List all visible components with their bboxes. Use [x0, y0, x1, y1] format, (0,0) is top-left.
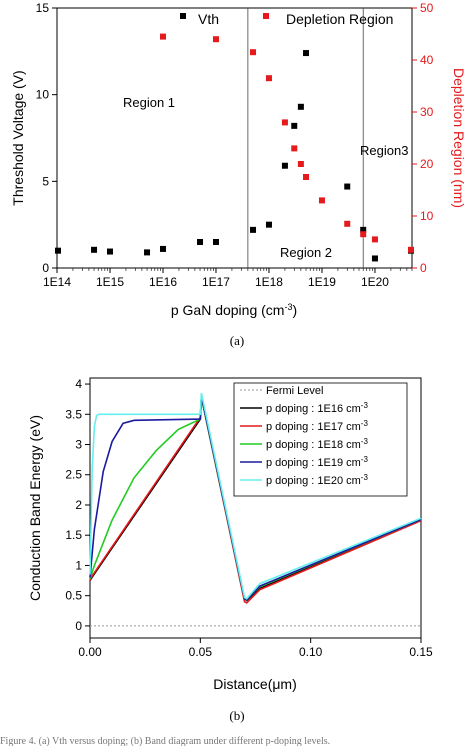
legend-a: Vth Depletion Region [180, 11, 393, 27]
vth-point [265, 221, 272, 228]
depletion-point [344, 220, 351, 227]
vth-point [159, 245, 166, 252]
depletion-point [360, 231, 367, 238]
vth-point [297, 103, 304, 110]
legend-swatch-vth [180, 13, 186, 19]
x-tick-label-a: 1E18 [255, 275, 283, 289]
legend-label-fermi: Fermi Level [266, 385, 323, 397]
x-axis-label-a: p GaN doping (cm-3) [171, 302, 297, 318]
caption-a: (a) [230, 333, 244, 348]
series-line-d1e19 [89, 395, 422, 601]
x-tick-label-b: 0.00 [78, 645, 102, 659]
y-tick-label-b: 0 [75, 619, 82, 633]
depletion-point [212, 36, 219, 43]
vth-point [197, 239, 204, 245]
x-tick-label-a: 1E20 [361, 275, 389, 289]
y-tick-label-a: 10 [36, 88, 50, 102]
vth-point [250, 226, 257, 233]
y-tick-label-b: 1.5 [65, 528, 82, 542]
y-tick-label-a: 15 [36, 1, 50, 15]
y-tick-label-b: 0.5 [65, 589, 82, 603]
x-tick-label-b: 0.10 [299, 645, 323, 659]
y-axis-label-a: Threshold Voltage (V) [10, 70, 26, 205]
y2-tick-label-a: 10 [420, 209, 434, 223]
y2-tick-label-a: 0 [420, 261, 427, 275]
threshold-voltage-chart: 1E14 1E15 1E16 1E17 1E18 1E19 1E20 0 5 10 15 0 10 20 3… [10, 1, 467, 348]
depletion-point [408, 246, 414, 253]
y-tick-label-a: 5 [42, 174, 49, 188]
plot-frame-a [56, 7, 413, 269]
y2-tick-label-a: 40 [420, 53, 434, 67]
figure-caption-footer: Figure 4. (a) Vth versus doping; (b) Ban… [0, 736, 330, 746]
vth-point [303, 50, 310, 57]
x-tick-label-a: 1E14 [43, 275, 71, 289]
depletion-point [291, 145, 298, 152]
y-tick-label-b: 3.5 [65, 407, 82, 421]
legend-label-depletion: Depletion Region [286, 11, 393, 27]
legend-label-d1e18: p doping : 1E18 cm-3 [266, 437, 368, 451]
x-tick-label-a: 1E15 [96, 275, 124, 289]
legend-label-d1e17: p doping : 1E17 cm-3 [266, 419, 368, 433]
region-2-label: Region 2 [280, 245, 332, 260]
depletion-point [318, 197, 325, 204]
x-tick-label-a: 1E19 [308, 275, 336, 289]
vth-point [212, 239, 219, 245]
vth-point [55, 247, 61, 254]
y2-tick-label-a: 30 [420, 105, 434, 119]
y2-tick-label-a: 20 [420, 157, 434, 171]
legend-swatch-depletion [263, 13, 269, 19]
depletion-point [371, 236, 378, 243]
legend-label-d1e19: p doping : 1E19 cm-3 [266, 455, 368, 469]
vth-point [144, 249, 151, 256]
legend-label-d1e20: p doping : 1E20 cm-3 [266, 473, 368, 487]
y-tick-label-b: 2 [75, 498, 82, 512]
x-tick-label-a: 1E17 [202, 275, 230, 289]
conduction-band-chart: 0.00 0.05 0.10 0.15 0 0.5 1 1.5 2 2.5 3 3.5 4 Fermi … [27, 377, 433, 723]
x-tick-label-a: 1E16 [149, 275, 177, 289]
depletion-point [250, 49, 257, 56]
depletion-point [303, 174, 310, 180]
series-line-d1e20 [89, 392, 422, 600]
plot-frame-b [89, 377, 422, 639]
legend-b: Fermi Level p doping : 1E16 cm-3 p doping … [233, 382, 408, 497]
legend-label-vth: Vth [198, 11, 219, 27]
vth-point [360, 226, 367, 233]
y-tick-label-b: 3 [75, 438, 82, 452]
legend-box-b [233, 382, 408, 497]
vth-point [91, 246, 98, 253]
caption-b: (b) [229, 708, 244, 723]
y-tick-label-a: 0 [42, 261, 49, 275]
depletion-point [281, 119, 288, 126]
vth-point [106, 248, 113, 255]
y2-axis-label-a: Depletion Region (nm) [451, 68, 467, 208]
x-tick-label-b: 0.05 [189, 645, 213, 659]
vth-point [344, 183, 351, 190]
y2-tick-label-a: 50 [420, 1, 434, 15]
y-tick-label-b: 4 [75, 377, 82, 391]
region-3-label: Region3 [360, 143, 408, 158]
region-1-label: Region 1 [123, 95, 175, 110]
vth-point [291, 122, 298, 129]
x-axis-label-b: Distance(μm) [213, 676, 297, 692]
vth-point [281, 162, 288, 169]
vth-point [371, 255, 378, 262]
y-tick-label-b: 1 [75, 558, 82, 572]
x-tick-label-b: 0.15 [409, 645, 433, 659]
y-axis-label-b: Conduction Band Energy (eV) [27, 415, 43, 601]
legend-label-d1e16: p doping : 1E16 cm-3 [266, 401, 368, 415]
y-tick-label-b: 2.5 [65, 468, 82, 482]
depletion-point [265, 75, 272, 82]
depletion-point [297, 161, 304, 167]
depletion-point [159, 33, 166, 40]
